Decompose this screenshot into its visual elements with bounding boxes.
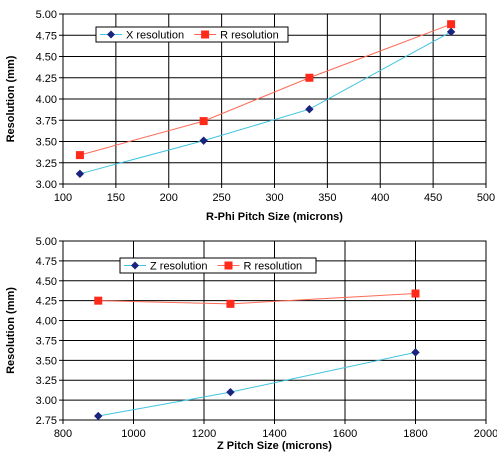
y-axis-title: Resolution (mm) [5,287,17,374]
legend-marker-diamond [131,261,139,270]
series-line-1 [79,31,452,175]
y-tick-label: 4.25 [36,296,57,308]
y-tick-label: 5.00 [36,236,57,248]
y-tick-label: 3.50 [36,355,57,367]
y-tick-label: 4.75 [36,256,57,268]
data-point-diamond [446,27,456,37]
y-tick-label: 4.25 [36,73,57,85]
data-point-diamond [226,387,235,397]
data-point-diamond [75,169,85,178]
x-tick-label: 1800 [403,428,427,440]
y-tick-label: 3.75 [36,335,57,347]
x-tick-label: 1200 [192,428,216,440]
y-axis-title: Resolution (mm) [5,55,17,142]
chart-2: 2.75 3.00 3.25 3.50 3.75 4.00 4.25 4.50 4.75 5.00… [5,236,497,452]
x-tick-label: 250 [212,192,230,204]
data-point-square [94,296,103,305]
x-tick-label: 1400 [262,428,286,440]
legend-marker-square [201,30,210,39]
chart-1: 3.00 3.25 3.50 3.75 4.00 4.25 4.50 4.75 5.00 100 1… [5,9,495,223]
y-tick-label: 4.00 [36,94,57,106]
y-tick-label: 3.25 [36,375,57,387]
y-tick-label: 4.50 [36,52,57,64]
data-point-diamond [199,136,208,145]
y-tick-label: 3.00 [36,179,57,191]
data-point-square [199,117,208,126]
y-tick-label: 3.75 [36,115,57,127]
data-point-square [411,289,420,298]
x-tick-label: 450 [424,192,442,204]
x-tick-label: 1600 [333,428,357,440]
y-tick-label: 4.75 [36,30,57,42]
y-tick-label: 2.75 [36,415,57,427]
legend: Z resolution R resolution [119,257,317,274]
legend-marker-square [224,261,233,270]
data-point-square [305,73,314,82]
legend-label-1: X resolution [126,30,184,42]
x-tick-label: 400 [371,192,389,204]
x-tick-label: 200 [160,192,178,204]
data-point-square [447,20,456,29]
y-tick-label: 4.00 [36,316,57,328]
data-point-diamond [305,105,314,114]
data-point-square [226,299,235,308]
legend-label-2: R resolution [220,30,279,42]
legend-marker-diamond [107,30,115,39]
y-tick-label: 3.50 [36,137,57,149]
x-axis-title: Z Pitch Size (microns) [217,440,332,452]
x-tick-label: 800 [54,428,72,440]
x-tick-label: 300 [265,192,283,204]
legend-box [95,26,289,43]
x-tick-label: 150 [107,192,125,204]
y-tick-label: 3.00 [36,395,57,407]
x-tick-label: 350 [318,192,336,204]
series-line-2 [79,23,452,156]
data-point-diamond [411,348,420,357]
data-point-diamond [94,411,103,421]
data-point-square [75,151,84,160]
x-tick-label: 2000 [474,428,497,440]
legend: X resolution R resolution [95,26,289,43]
x-axis-title: R-Phi Pitch Size (microns) [206,211,343,223]
y-tick-label: 3.25 [36,158,57,170]
y-tick-label: 4.50 [36,276,57,288]
legend-label-2: R resolution [243,261,302,273]
x-tick-label: 500 [477,192,495,204]
y-tick-label: 5.00 [36,9,57,21]
x-tick-label: 100 [54,192,72,204]
legend-label-1: Z resolution [150,261,207,273]
x-tick-label: 1000 [121,428,145,440]
